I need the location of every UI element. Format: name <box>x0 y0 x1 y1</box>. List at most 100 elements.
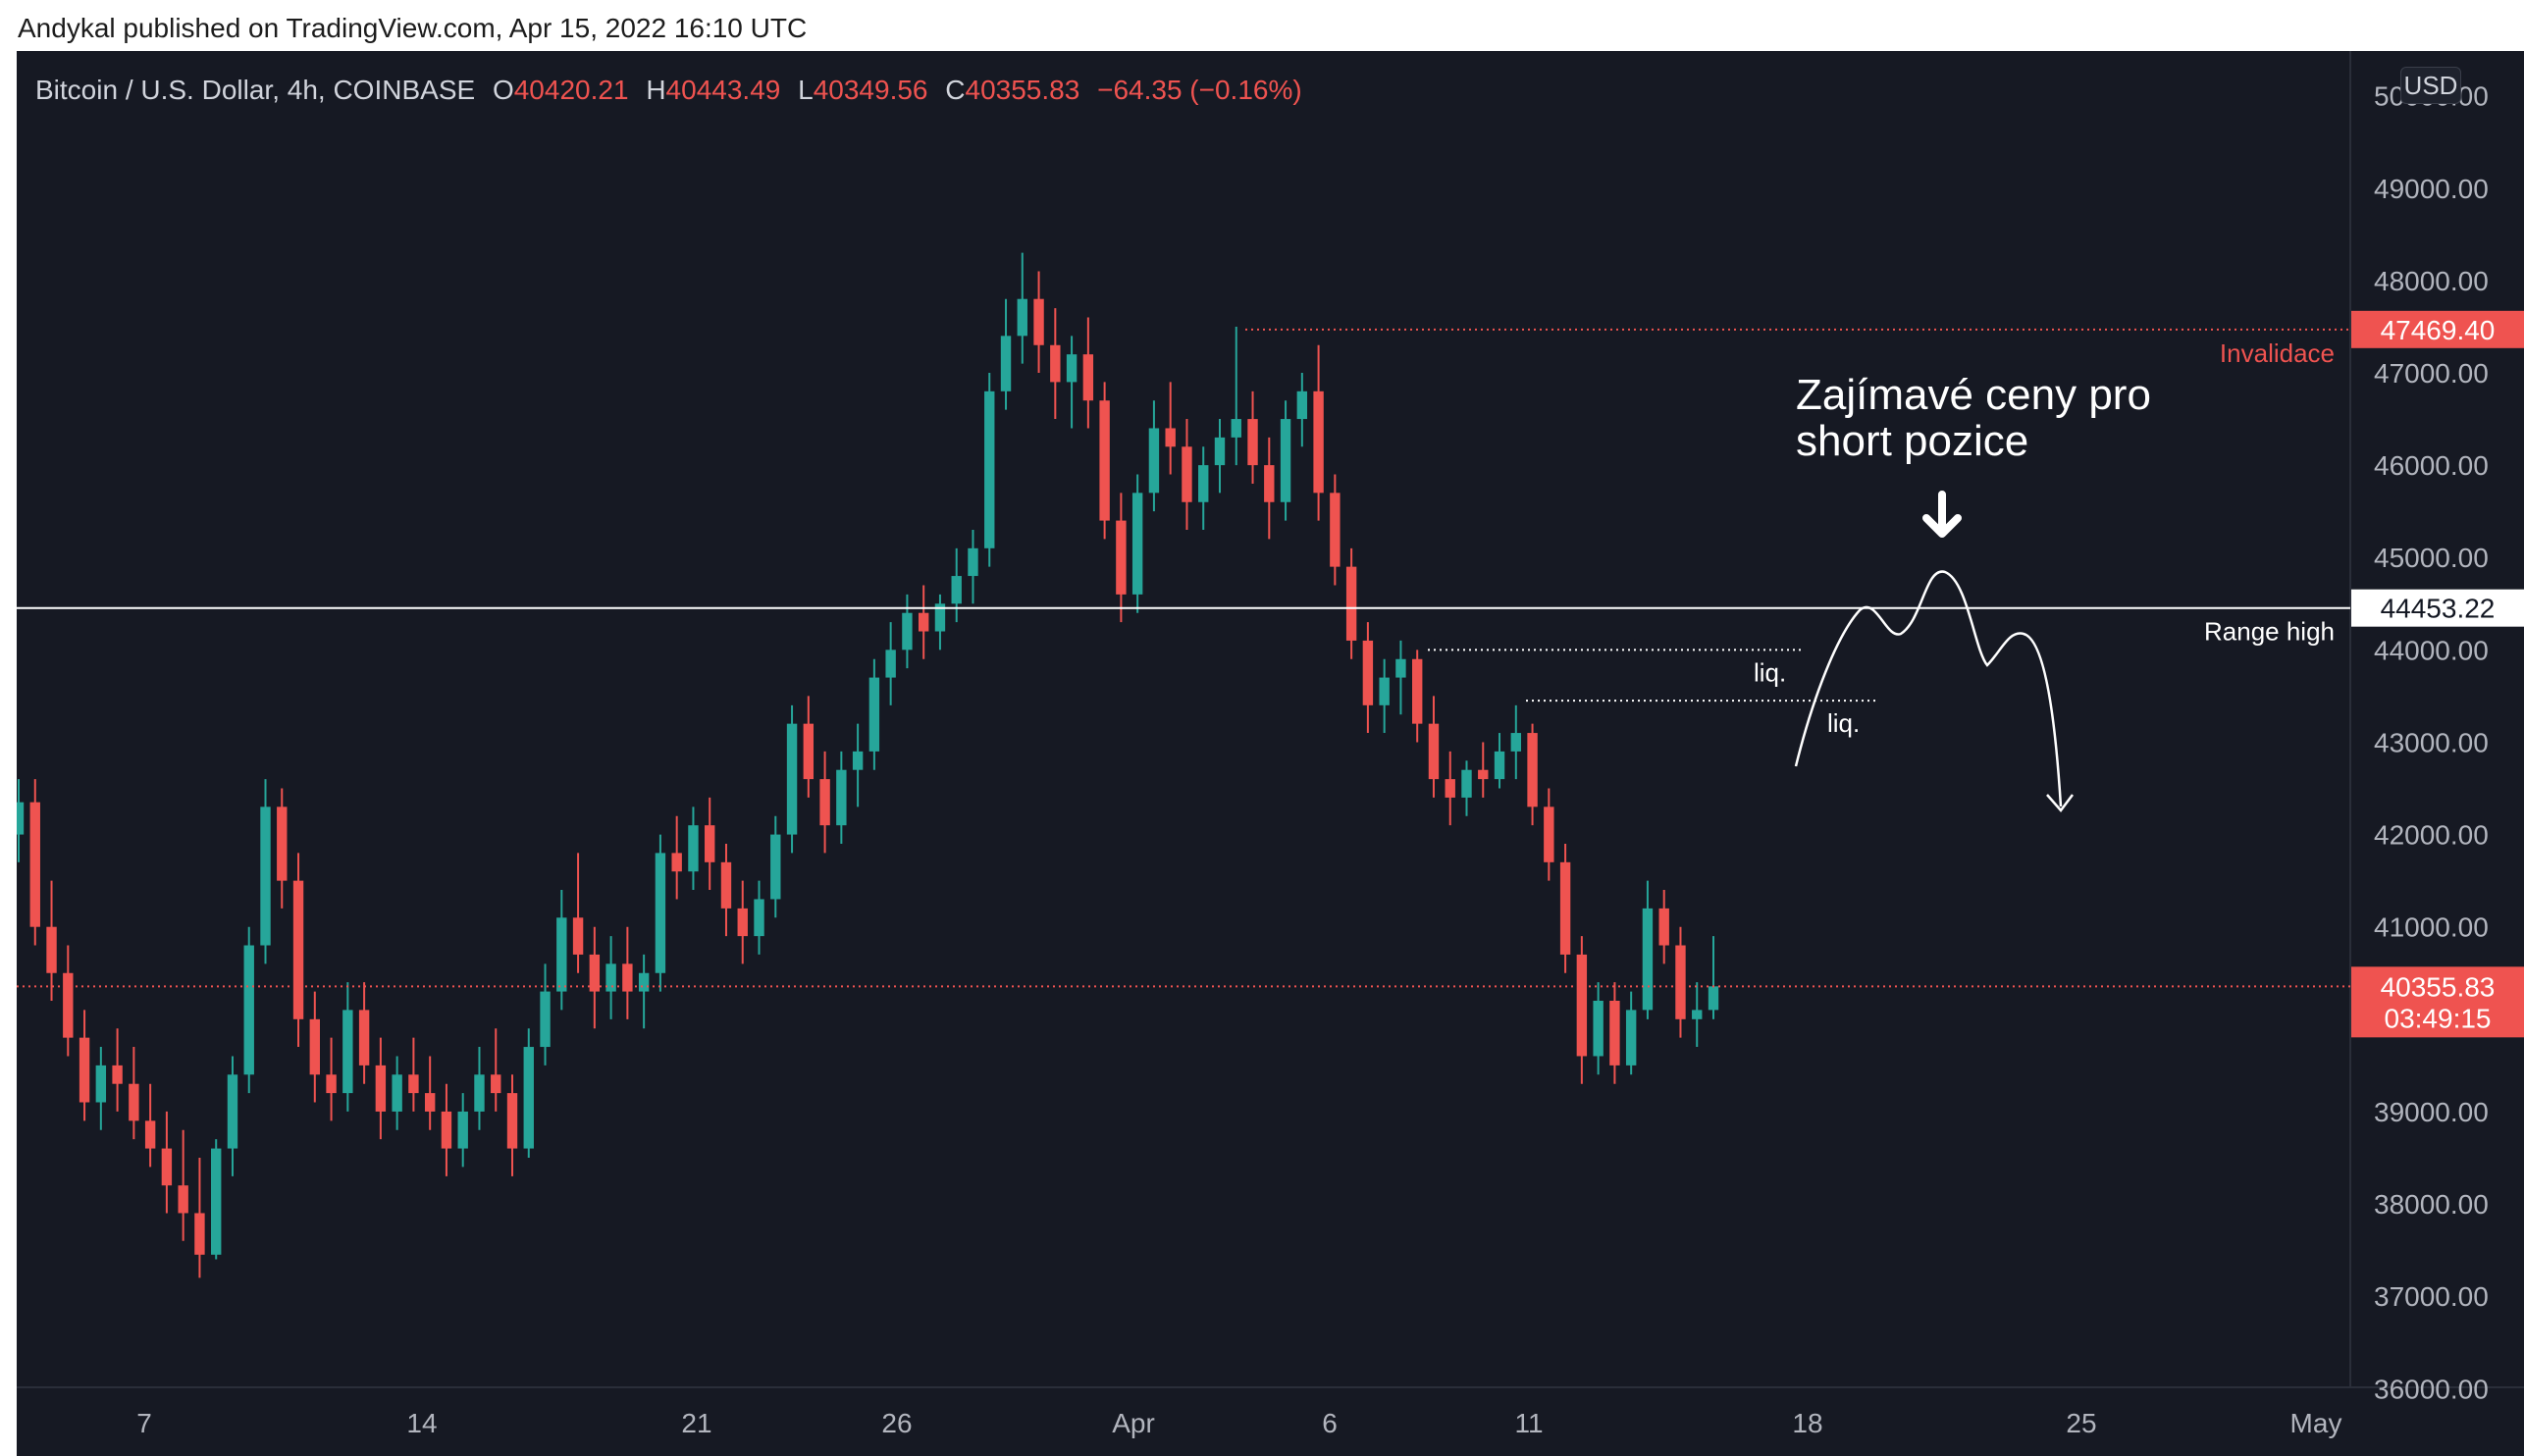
x-tick-label: 26 <box>881 1408 912 1438</box>
liquidity-label-1: liq. <box>1754 657 1786 687</box>
invalidation-price-label: 47469.40 <box>2381 315 2496 345</box>
y-tick-label: 45000.00 <box>2374 543 2489 573</box>
candle-body <box>1625 1010 1637 1066</box>
current-price-tag <box>2351 966 2524 1038</box>
invalidation-label: Invalidace <box>2220 338 2335 368</box>
legend-low: 40349.56 <box>813 75 928 105</box>
candle-body <box>474 1074 485 1112</box>
candle-body <box>243 945 254 1075</box>
candle-body <box>1131 493 1143 595</box>
candle-body <box>491 1074 501 1094</box>
candle-body <box>46 926 57 973</box>
candle-body <box>277 806 288 881</box>
candle-body <box>260 806 271 946</box>
projected-path <box>1794 570 2063 807</box>
candle-body <box>1544 806 1554 862</box>
candle-body <box>655 853 666 973</box>
candle-body <box>161 1148 173 1186</box>
y-tick-label: 43000.00 <box>2374 727 2489 757</box>
candle-body <box>17 802 25 835</box>
candle-countdown: 03:49:15 <box>2385 1003 2492 1033</box>
note-line-2: short pozice <box>1796 417 2028 465</box>
candle-body <box>786 723 798 835</box>
down-arrow-icon <box>1922 491 1962 538</box>
candle-body <box>1559 861 1571 955</box>
y-tick-label: 44000.00 <box>2374 635 2489 665</box>
y-tick-label: 42000.00 <box>2374 820 2489 851</box>
x-tick-label: 6 <box>1322 1408 1338 1438</box>
candle-body <box>326 1074 337 1094</box>
candle-body <box>1395 658 1406 678</box>
candle-body <box>309 1018 321 1075</box>
currency-button[interactable]: USD <box>2400 67 2461 104</box>
candle-body <box>885 650 896 678</box>
legend-open-label: O <box>492 75 514 105</box>
candle-body <box>556 917 567 992</box>
candle-body <box>424 1093 436 1112</box>
candle-body <box>1593 1000 1604 1057</box>
candle-body <box>1461 769 1472 798</box>
y-tick-label: 41000.00 <box>2374 912 2489 943</box>
candle-body <box>754 899 764 937</box>
x-tick-label: 25 <box>2066 1408 2096 1438</box>
candle-body <box>1099 400 1110 521</box>
legend-open: 40420.21 <box>513 75 629 105</box>
candle-body <box>375 1065 387 1112</box>
candle-body <box>638 972 650 992</box>
candle-body <box>95 1065 107 1103</box>
symbol-legend: Bitcoin / U.S. Dollar, 4h, COINBASE O404… <box>35 75 1302 106</box>
candle-body <box>1478 769 1489 780</box>
candle-body <box>144 1120 156 1149</box>
candle-body <box>671 853 682 872</box>
y-tick-label: 38000.00 <box>2374 1189 2489 1220</box>
candle-body <box>194 1213 205 1255</box>
candle-body <box>506 1093 518 1149</box>
candle-body <box>688 825 699 872</box>
candle-body <box>1379 677 1390 705</box>
candle-body <box>1247 419 1258 466</box>
candle-body <box>1330 493 1341 567</box>
x-tick-label: Apr <box>1112 1408 1155 1438</box>
publisher-text: Andykal published on TradingView.com, Ap… <box>18 13 808 43</box>
candle-body <box>1017 298 1027 337</box>
chart-frame[interactable]: 50000.0049000.0048000.0047000.0046000.00… <box>17 51 2524 1456</box>
candle-body <box>1296 390 1308 420</box>
y-tick-label: 48000.00 <box>2374 266 2489 296</box>
candle-body <box>1675 945 1686 1019</box>
candle-body <box>227 1074 238 1149</box>
candle-body <box>178 1185 188 1214</box>
candle-body <box>1165 428 1176 447</box>
y-tick-label: 49000.00 <box>2374 174 2489 204</box>
candle-body <box>1510 733 1521 752</box>
invalidation-price-tag <box>2351 310 2524 348</box>
publish-header: Andykal published on TradingView.com, Ap… <box>0 0 2524 49</box>
x-tick-label: 18 <box>1792 1408 1822 1438</box>
candle-body <box>1280 419 1291 502</box>
candle-body <box>902 612 913 650</box>
candle-body <box>1428 723 1440 780</box>
current-price-label: 40355.83 <box>2381 971 2496 1002</box>
legend-close: 40355.83 <box>965 75 1080 105</box>
legend-high: 40443.49 <box>665 75 781 105</box>
candle-body <box>1708 986 1719 1011</box>
y-tick-label: 47000.00 <box>2374 358 2489 389</box>
candle-body <box>1231 419 1241 438</box>
candle-body <box>918 612 929 632</box>
candle-body <box>211 1148 222 1255</box>
y-tick-label: 46000.00 <box>2374 450 2489 481</box>
range-high-price-label: 44453.22 <box>2381 594 2496 624</box>
price-chart[interactable]: 50000.0049000.0048000.0047000.0046000.00… <box>17 51 2524 1456</box>
candle-body <box>868 677 880 752</box>
candle-body <box>1082 354 1094 401</box>
candle-body <box>1345 566 1357 641</box>
candle-body <box>605 963 616 992</box>
candle-body <box>1642 908 1654 1011</box>
x-tick-label: 21 <box>681 1408 711 1438</box>
candle-body <box>1658 908 1669 946</box>
candle-body <box>1362 640 1374 705</box>
candle-body <box>572 917 584 955</box>
candle-body <box>705 825 715 862</box>
candle-body <box>770 834 781 900</box>
candle-body <box>1445 779 1455 798</box>
range-high-price-tag <box>2351 589 2524 627</box>
